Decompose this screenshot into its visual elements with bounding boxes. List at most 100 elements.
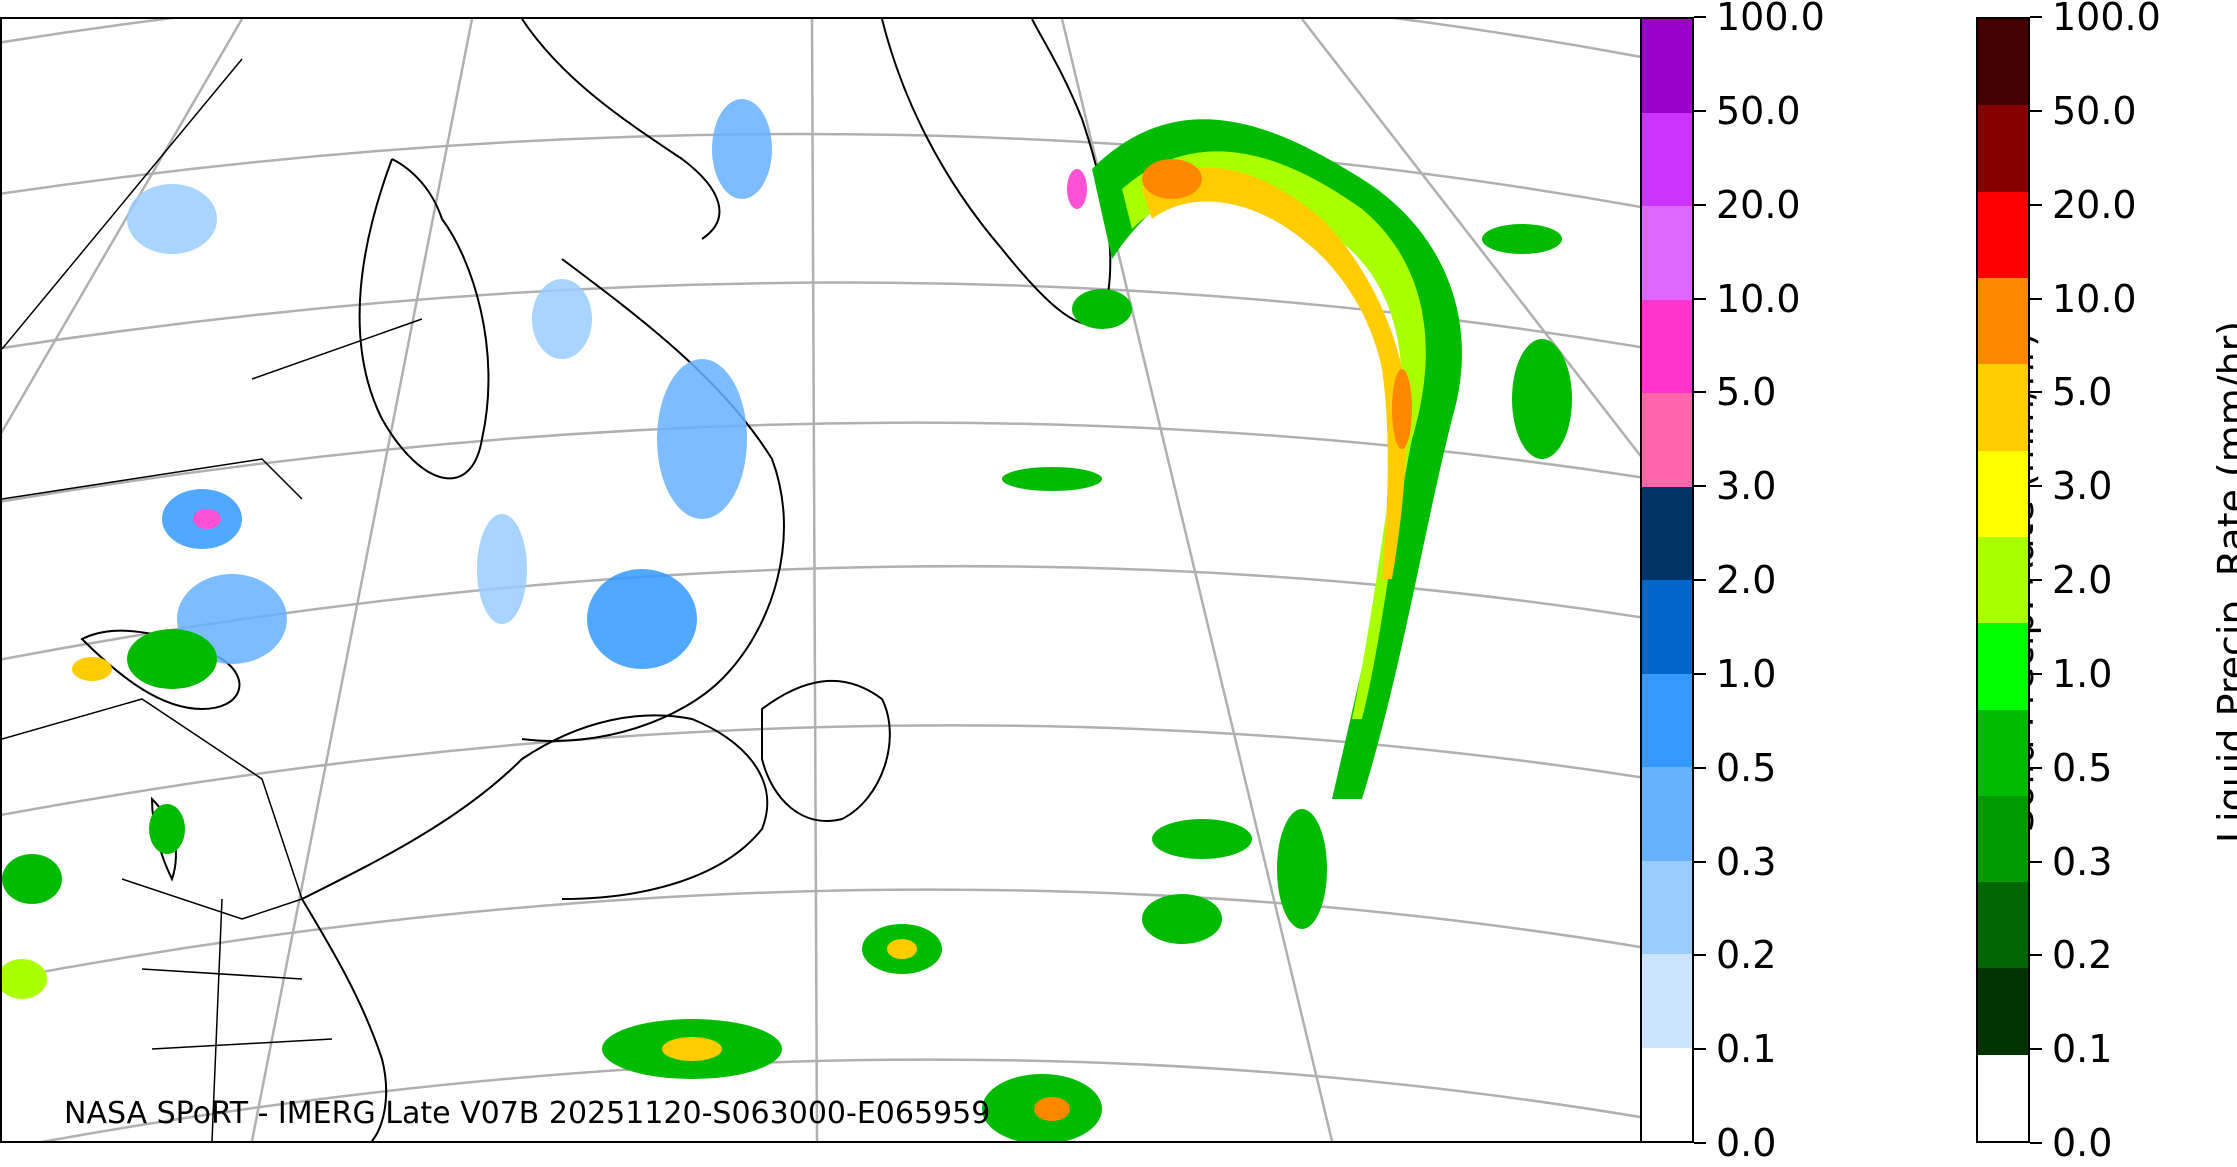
colorbar-segment: [1978, 450, 2028, 537]
colorbar-segment: [1978, 364, 2028, 451]
rain-cell: [1142, 894, 1222, 944]
great-lakes: [80, 629, 241, 711]
colorbar-tick-label: 0.0: [1716, 1121, 1777, 1165]
newfoundland-coast: [761, 679, 891, 822]
colorbar-segment: [1642, 112, 1692, 206]
colorbar-segment: [1642, 767, 1692, 861]
colorbar-segment: [1642, 19, 1692, 113]
meridian-line: [1301, 19, 1643, 460]
state-border: [151, 1038, 333, 1050]
colorbar-tick-label: 0.1: [2052, 1027, 2113, 1072]
rain-heavy: [1142, 167, 1407, 579]
colorbar-segment: [1642, 206, 1692, 300]
us-canada-border: [2, 698, 303, 900]
colorbar-segment: [1978, 191, 2028, 278]
rain-cell: [72, 657, 112, 681]
colorbar-tick-label: 100.0: [1716, 0, 1825, 39]
latitude-line: [2, 19, 1643, 59]
snow-area: [193, 509, 221, 529]
rain-cell: [127, 629, 217, 689]
map-caption: NASA SPoRT - IMERG Late V07B 20251120-S0…: [64, 1096, 991, 1131]
precipitation-map: NASA SPoRT - IMERG Late V07B 20251120-S0…: [0, 17, 1645, 1143]
colorbar-tick-label: 0.5: [2052, 745, 2113, 790]
hudson-bay-coast: [358, 158, 490, 480]
political-borders: [2, 58, 423, 1141]
liquid-precip-colorbar: [1976, 17, 2030, 1143]
rain-cell: [1034, 1097, 1070, 1121]
colorbar-tick-label: 1.0: [1716, 651, 1777, 696]
colorbar-segment: [1642, 580, 1692, 674]
st-lawrence-coast: [301, 714, 769, 900]
rain-cell: [1482, 224, 1562, 254]
province-border: [2, 58, 243, 350]
state-border: [121, 878, 303, 920]
colorbar-segment: [1978, 1054, 2028, 1142]
snow-area: [587, 569, 697, 669]
colorbar-segment: [1642, 673, 1692, 767]
meridian-line: [250, 19, 474, 1141]
colorbar-segment: [1978, 968, 2028, 1055]
rain-cell: [149, 804, 185, 854]
colorbar-segment: [1642, 486, 1692, 580]
meridian-line: [2, 19, 244, 435]
colorbar-segment: [1978, 623, 2028, 710]
colorbar-tick-label: 0.3: [1716, 839, 1777, 884]
latitude-line: [40, 1058, 1643, 1141]
province-border: [2, 458, 303, 500]
snow-area: [712, 99, 772, 199]
rain-cell: [1072, 289, 1132, 329]
colorbar-tick-label: 5.0: [2052, 370, 2113, 415]
colorbar-tick-label: 0.5: [1716, 745, 1777, 790]
colorbar-segment: [1642, 299, 1692, 393]
colorbar-tick-label: 5.0: [1716, 370, 1777, 415]
rain-cell: [1277, 809, 1327, 929]
liquid-precip-colorbar-label: Liquid Precip. Rate (mm/hr): [2210, 320, 2237, 844]
snow-area: [1067, 169, 1087, 209]
state-border: [141, 968, 303, 980]
us-east-coast: [301, 898, 388, 1141]
colorbar-tick-label: 1.0: [2052, 651, 2113, 696]
colorbar-segment: [1642, 1047, 1692, 1141]
province-border: [251, 318, 423, 380]
colorbar-segment: [1642, 393, 1692, 487]
colorbar-tick-label: 10.0: [2052, 276, 2137, 321]
liquid-precip-areas: [2, 119, 1572, 1141]
rain-cell: [1142, 159, 1202, 199]
colorbar-tick-label: 20.0: [1716, 182, 1801, 227]
latitude-line: [2, 888, 1643, 981]
colorbar-segment: [1978, 536, 2028, 624]
colorbar-segment: [1642, 860, 1692, 954]
baffin-coast: [521, 19, 721, 240]
snow-area: [532, 279, 592, 359]
colorbar-tick-label: 2.0: [1716, 558, 1777, 602]
colorbar-segment: [1978, 795, 2028, 883]
latitude-line: [2, 724, 1643, 817]
colorbar-segment: [1978, 882, 2028, 969]
colorbar-tick-label: 3.0: [2052, 464, 2113, 509]
colorbar-tick-label: 0.2: [2052, 933, 2113, 978]
rain-cell: [2, 959, 47, 999]
rain-cell: [1512, 339, 1572, 459]
rain-cell: [1392, 369, 1412, 449]
colorbar-tick-label: 0.3: [2052, 839, 2113, 884]
colorbar-segment: [1978, 105, 2028, 192]
colorbar-tick-label: 100.0: [2052, 0, 2161, 39]
colorbar-tick-label: 0.2: [1716, 933, 1777, 978]
snow-area: [477, 514, 527, 624]
colorbar-tick-label: 50.0: [2052, 88, 2137, 133]
colorbar-segment: [1978, 709, 2028, 796]
colorbar-tick-label: 10.0: [1716, 276, 1801, 321]
colorbar-tick-label: 0.0: [2052, 1121, 2113, 1165]
colorbar-tick-label: 20.0: [2052, 182, 2137, 227]
map-canvas: [2, 19, 1643, 1141]
rain-cell: [662, 1037, 722, 1061]
rain-cell: [887, 939, 917, 959]
colorbar-segment: [1642, 954, 1692, 1048]
rain-cell: [2, 854, 62, 904]
labrador-coast: [521, 258, 785, 742]
meridian-line: [810, 19, 819, 1141]
colorbar-tick-label: 50.0: [1716, 88, 1801, 133]
colorbar-segment: [1978, 19, 2028, 106]
colorbar-segment: [1978, 277, 2028, 365]
solid-precip-areas: [127, 99, 1087, 669]
